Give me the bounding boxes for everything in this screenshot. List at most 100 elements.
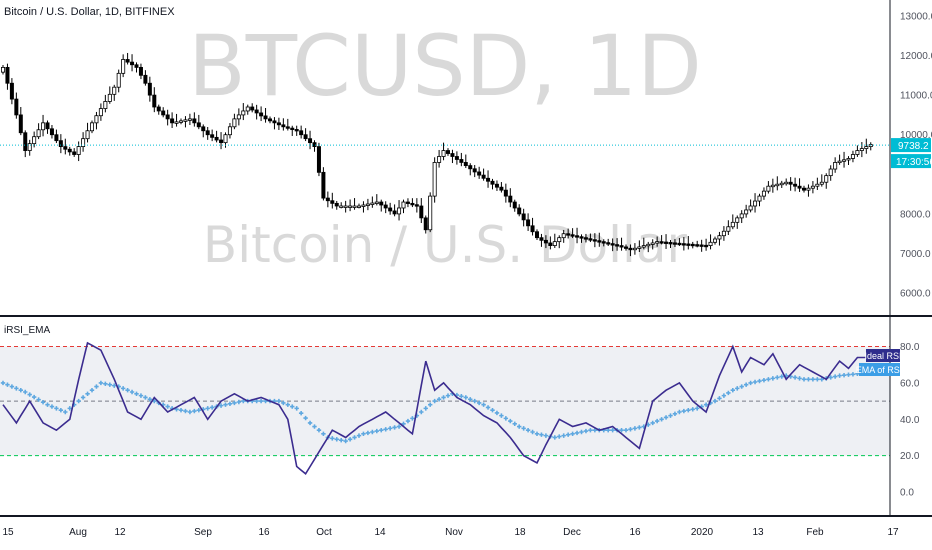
ema-marker	[227, 401, 233, 407]
candle-body	[232, 118, 237, 128]
ema-marker	[752, 379, 758, 385]
candle-body	[397, 207, 402, 215]
candle-body	[770, 184, 775, 188]
candle-body	[334, 202, 339, 207]
candle-body	[744, 209, 749, 215]
candle-body	[147, 82, 152, 96]
candle-body	[196, 122, 201, 128]
candle-body	[263, 115, 268, 120]
last-price-label: 9738.2	[898, 141, 929, 152]
candle-body	[152, 94, 157, 108]
candle-body	[481, 174, 486, 179]
time-axis[interactable]: 15 Aug 12 Sep 16 Oct 14 Nov 18 Dec 16 2020 13 Feb 17	[0, 515, 932, 538]
indicator-title[interactable]: iRSI_EMA	[4, 325, 50, 336]
candle-body	[526, 219, 531, 227]
candle-body	[90, 122, 95, 132]
candle-body	[664, 241, 669, 244]
candle-body	[486, 177, 491, 182]
price-axis-label: 13000.0	[900, 11, 932, 22]
candle-body	[343, 205, 348, 208]
candle-body	[361, 204, 366, 207]
candle-body	[23, 132, 28, 151]
candle-body	[223, 134, 228, 144]
candle-body	[290, 127, 295, 131]
candle-body	[739, 213, 744, 219]
candle-body	[32, 136, 37, 145]
candle-body	[837, 160, 842, 164]
candle-body	[116, 72, 121, 88]
ema-marker	[410, 416, 415, 421]
candle-body	[388, 207, 393, 212]
candle-body	[713, 238, 718, 243]
ema-marker	[530, 429, 535, 435]
candle-body	[428, 195, 433, 231]
ema-marker	[841, 372, 847, 378]
candle-body	[512, 201, 517, 209]
rsi-pane[interactable]: iRSI_EMA	[0, 325, 890, 475]
ema-marker	[810, 377, 816, 382]
candle-body	[472, 168, 477, 173]
ema-marker	[165, 404, 170, 409]
ema-marker	[672, 411, 678, 417]
candle-body	[374, 201, 379, 204]
candle-body	[241, 110, 246, 116]
candle-body	[250, 106, 255, 111]
candle-body	[575, 235, 580, 238]
candle-body	[530, 225, 535, 233]
ema-marker	[806, 377, 811, 382]
time-axis-label: 16	[629, 527, 641, 538]
ema-marker	[557, 434, 562, 439]
candle-body	[9, 82, 14, 100]
time-axis-label: Oct	[316, 527, 332, 538]
watermark-name: Bitcoin / U.S. Dollar	[203, 216, 688, 274]
candle-body	[659, 241, 664, 244]
candle-body	[227, 126, 232, 136]
ema-marker	[5, 382, 10, 387]
time-axis-label: 14	[374, 527, 386, 538]
candle-body	[325, 197, 330, 202]
ema-marker	[579, 429, 584, 435]
ema-marker	[832, 374, 838, 379]
ema-marker	[499, 413, 504, 418]
candle-body	[45, 122, 50, 130]
ema-marker	[428, 402, 433, 407]
ema-marker	[147, 397, 153, 402]
candle-body	[276, 122, 281, 126]
candle-body	[67, 148, 72, 153]
candle-body	[686, 243, 691, 246]
time-axis-label: 17	[887, 527, 899, 538]
ema-marker	[472, 398, 477, 404]
candle-body	[641, 245, 646, 248]
ema-marker	[392, 425, 397, 430]
ema-marker	[63, 409, 68, 415]
ema-marker	[459, 394, 464, 399]
candle-body	[833, 162, 838, 170]
ema-marker	[89, 387, 95, 393]
ema-marker	[534, 431, 540, 437]
candle-body	[695, 244, 700, 247]
price-pane[interactable]: BTCUSD, 1D Bitcoin / U.S. Dollar Bitcoin…	[0, 6, 890, 274]
candle-body	[601, 241, 606, 244]
ema-marker	[628, 427, 633, 432]
candle-body	[775, 183, 780, 187]
ema-marker	[588, 427, 593, 433]
ema-marker	[490, 407, 495, 413]
ema-marker	[846, 372, 851, 377]
ema-marker	[330, 436, 335, 441]
ema-marker	[574, 430, 580, 436]
ema-marker	[686, 407, 691, 413]
candle-body	[281, 124, 286, 128]
legend-ema-rsi: EMA of RSI	[856, 365, 903, 375]
symbol-title[interactable]: Bitcoin / U.S. Dollar, 1D, BITFINEX	[4, 6, 175, 18]
ema-marker	[695, 406, 700, 411]
ema-marker	[592, 427, 598, 433]
candle-body	[299, 130, 304, 136]
ema-marker	[218, 403, 224, 408]
price-axis[interactable]: 13000.0 12000.0 11000.0 10000.0 8000.0 7000.0…	[856, 0, 932, 516]
candle-body	[285, 126, 290, 129]
candle-body	[219, 139, 224, 144]
candle-body	[463, 162, 468, 167]
candle-body	[303, 134, 308, 140]
ema-marker	[379, 427, 384, 433]
ema-marker	[405, 418, 411, 424]
